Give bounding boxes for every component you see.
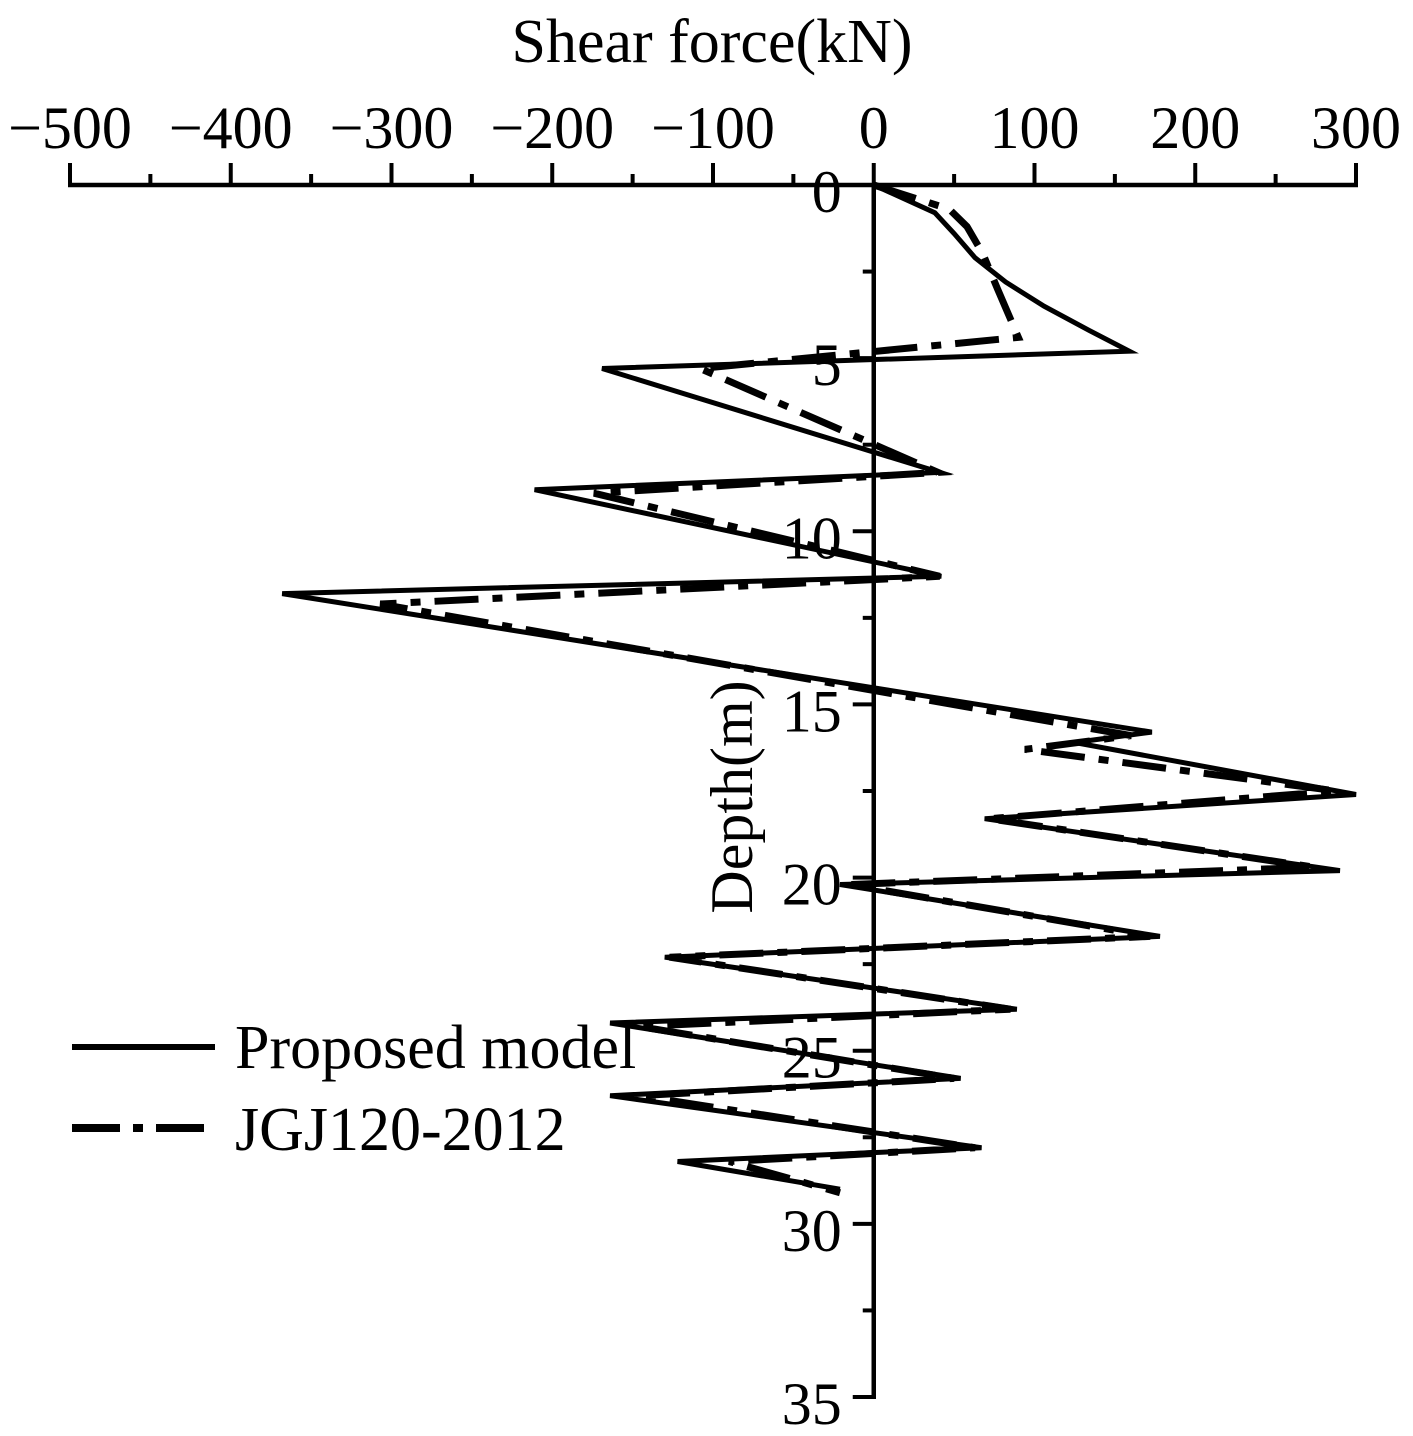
legend-label-jgj120-2012: JGJ120-2012 <box>235 1096 566 1164</box>
x-axis: −500 −400 −300 −200 −100 0 100 200 300 <box>8 95 1401 188</box>
y-axis-tick-label: 20 <box>782 852 842 918</box>
x-axis-tick-label: 200 <box>1150 95 1240 161</box>
x-axis-tick-label: −300 <box>330 95 454 161</box>
x-axis-tick-label: −400 <box>169 95 293 161</box>
x-axis-tick-label: −200 <box>490 95 614 161</box>
x-axis-tick-label: −100 <box>651 95 775 161</box>
y-axis-tick-label: 15 <box>782 678 842 744</box>
y-axis-label: Depth(m) <box>699 680 765 913</box>
x-axis-tick-label: 100 <box>990 95 1080 161</box>
series-layer <box>281 181 1357 1197</box>
series-line-jgj120-2012 <box>379 181 1338 1197</box>
y-axis-tick-label: 35 <box>782 1371 842 1436</box>
x-axis-tick-label: −500 <box>8 95 132 161</box>
legend-label-proposed-model: Proposed model <box>235 1014 636 1082</box>
y-axis-tick-label: 5 <box>812 332 842 398</box>
legend: Proposed model JGJ120-2012 <box>72 1014 636 1164</box>
x-axis-label: Shear force(kN) <box>511 8 912 76</box>
x-axis-tick-label: 0 <box>859 95 889 161</box>
x-axis-tick-label: 300 <box>1311 95 1401 161</box>
y-axis-tick-label: 0 <box>812 159 842 225</box>
y-axis-tick-label: 30 <box>782 1198 842 1264</box>
